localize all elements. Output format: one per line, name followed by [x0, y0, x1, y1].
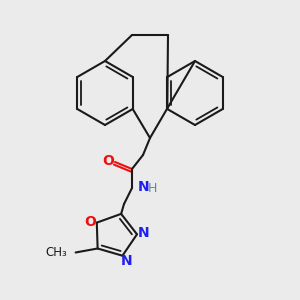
Text: N: N [138, 180, 150, 194]
Text: CH₃: CH₃ [46, 246, 68, 259]
Text: O: O [84, 214, 96, 229]
Text: N: N [121, 254, 132, 268]
Text: H: H [148, 182, 158, 196]
Text: O: O [102, 154, 114, 168]
Text: N: N [138, 226, 150, 240]
